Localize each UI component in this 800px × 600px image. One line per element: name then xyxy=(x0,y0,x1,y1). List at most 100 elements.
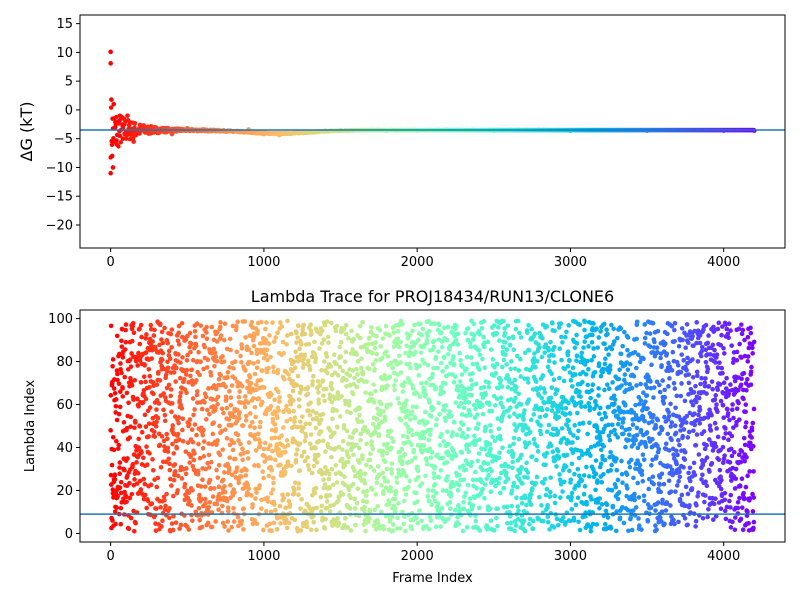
lambda-point xyxy=(121,420,127,425)
lambda-point xyxy=(170,441,175,447)
lambda-point xyxy=(363,528,368,534)
lambda-point xyxy=(144,462,150,468)
lambda-point xyxy=(463,396,468,401)
lambda-point xyxy=(500,364,505,370)
lambda-point xyxy=(113,403,119,409)
lambda-point xyxy=(133,420,138,425)
lambda-point xyxy=(381,526,387,532)
lambda-point xyxy=(194,389,200,394)
lambda-point xyxy=(297,404,302,409)
lambda-point xyxy=(212,363,217,369)
lambda-point xyxy=(457,472,462,478)
lambda-point xyxy=(399,446,405,452)
lambda-point xyxy=(431,365,436,371)
lambda-point xyxy=(627,464,633,470)
lambda-point xyxy=(255,359,261,365)
lambda-point xyxy=(628,457,634,463)
lambda-point xyxy=(247,424,253,429)
lambda-point xyxy=(232,359,238,364)
lambda-point xyxy=(165,340,170,346)
lambda-point xyxy=(521,417,526,422)
lambda-point xyxy=(154,407,159,412)
lambda-point xyxy=(485,339,491,345)
lambda-point xyxy=(597,505,602,511)
lambda-point xyxy=(546,358,552,364)
lambda-point xyxy=(497,476,502,481)
lambda-point xyxy=(373,492,379,497)
lambda-point xyxy=(508,405,513,410)
lambda-point xyxy=(265,499,271,504)
lambda-point xyxy=(176,420,181,426)
lambda-point xyxy=(124,390,130,396)
lambda-point xyxy=(308,322,313,327)
lambda-point xyxy=(165,365,171,371)
lambda-point xyxy=(114,417,120,423)
lambda-point xyxy=(181,376,187,382)
lambda-point xyxy=(279,324,285,329)
lambda-point xyxy=(275,415,280,421)
lambda-point xyxy=(286,520,292,526)
lambda-point xyxy=(387,333,392,338)
lambda-point xyxy=(256,463,261,469)
lambda-point xyxy=(491,323,497,328)
lambda-point xyxy=(374,480,380,486)
deltag-point xyxy=(108,155,113,160)
deltag-point xyxy=(130,135,136,141)
lambda-point xyxy=(328,320,334,326)
lambda-point xyxy=(481,319,487,324)
lambda-point xyxy=(139,334,144,340)
lambda-point xyxy=(483,425,489,431)
lambda-point xyxy=(310,374,316,379)
lambda-point xyxy=(453,453,459,459)
lambda-point xyxy=(369,325,374,330)
lambda-point xyxy=(192,328,198,334)
lambda-point xyxy=(525,470,531,475)
lambda-point xyxy=(231,519,237,524)
lambda-point xyxy=(615,496,621,502)
lambda-point xyxy=(218,320,223,325)
lambda-point xyxy=(612,408,618,414)
lambda-point xyxy=(477,332,483,337)
lambda-point xyxy=(456,521,462,527)
lambda-point xyxy=(141,374,147,379)
lambda-point xyxy=(352,496,358,502)
lambda-point xyxy=(110,518,115,523)
lambda-point xyxy=(381,409,386,414)
lambda-point xyxy=(259,400,265,405)
lambda-point xyxy=(430,405,436,411)
lambda-point xyxy=(496,480,501,486)
lambda-point xyxy=(156,369,161,375)
lambda-point xyxy=(481,384,487,390)
lambda-point xyxy=(288,416,293,422)
lambda-point xyxy=(359,356,364,361)
lambda-point xyxy=(297,419,303,424)
lambda-point xyxy=(592,369,598,375)
lambda-point xyxy=(215,475,221,480)
y-tick-label: −10 xyxy=(46,161,73,176)
lambda-point xyxy=(525,330,530,336)
lambda-point xyxy=(439,344,445,350)
lambda-point xyxy=(520,481,525,486)
lambda-point xyxy=(157,442,163,448)
lambda-point xyxy=(245,400,251,406)
lambda-point xyxy=(444,429,450,434)
lambda-point xyxy=(602,521,608,527)
lambda-point xyxy=(507,443,513,449)
lambda-point xyxy=(456,482,462,488)
lambda-point xyxy=(251,396,256,401)
lambda-point xyxy=(615,477,621,483)
lambda-point xyxy=(150,467,156,473)
lambda-point xyxy=(295,447,300,452)
lambda-point xyxy=(641,493,647,498)
lambda-point xyxy=(497,490,503,496)
lambda-point xyxy=(213,386,219,392)
deltag-point xyxy=(114,132,120,138)
lambda-point xyxy=(221,410,226,416)
lambda-point xyxy=(305,463,311,468)
lambda-point xyxy=(352,506,358,511)
lambda-point xyxy=(296,397,302,402)
lambda-point xyxy=(483,392,488,398)
lambda-point xyxy=(447,506,453,511)
lambda-point xyxy=(377,327,383,333)
deltag-point xyxy=(111,101,117,107)
